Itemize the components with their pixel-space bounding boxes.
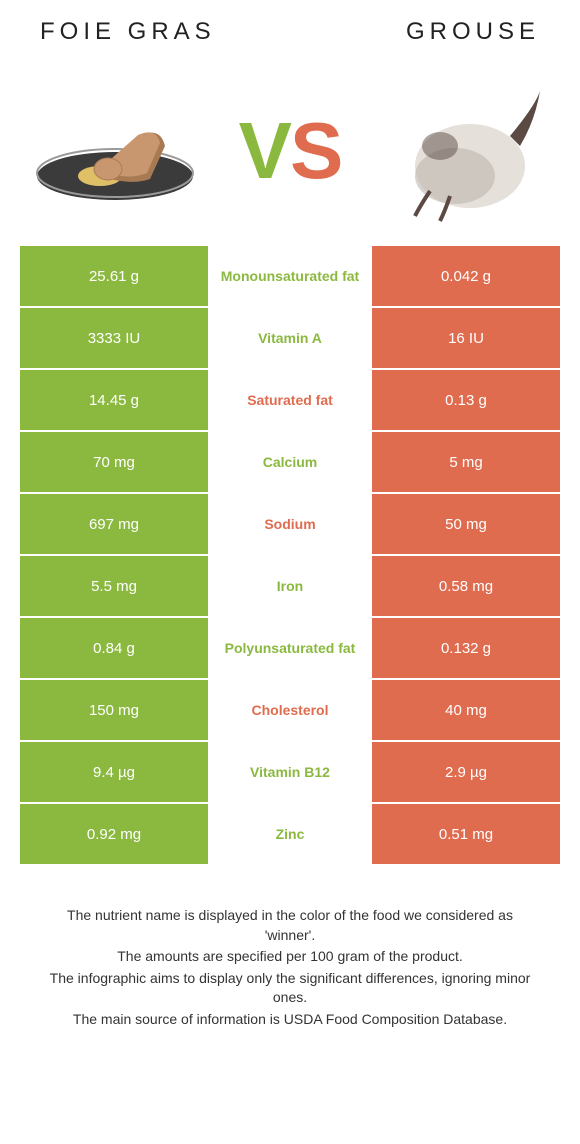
nutrient-row: 0.84 gPolyunsaturated fat0.132 g — [20, 618, 560, 678]
left-value-cell: 697 mg — [20, 494, 208, 554]
right-food-title: Grouse — [406, 18, 540, 46]
footnote-line: The amounts are specified per 100 gram o… — [40, 947, 540, 967]
left-value-cell: 14.45 g — [20, 370, 208, 430]
left-value-cell: 3333 IU — [20, 308, 208, 368]
left-value-cell: 70 mg — [20, 432, 208, 492]
nutrient-row: 14.45 gSaturated fat0.13 g — [20, 370, 560, 430]
right-value-cell: 0.132 g — [372, 618, 560, 678]
nutrient-row: 25.61 gMonounsaturated fat0.042 g — [20, 246, 560, 306]
nutrient-label-cell: Sodium — [210, 494, 370, 554]
left-value-cell: 0.84 g — [20, 618, 208, 678]
nutrient-table: 25.61 gMonounsaturated fat0.042 g3333 IU… — [0, 246, 580, 864]
nutrient-row: 5.5 mgIron0.58 mg — [20, 556, 560, 616]
nutrient-label-cell: Saturated fat — [210, 370, 370, 430]
hero-row: V S — [0, 56, 580, 246]
footnote-line: The main source of information is USDA F… — [40, 1010, 540, 1030]
right-value-cell: 0.58 mg — [372, 556, 560, 616]
nutrient-label-cell: Monounsaturated fat — [210, 246, 370, 306]
nutrient-label-cell: Vitamin A — [210, 308, 370, 368]
footnotes: The nutrient name is displayed in the co… — [0, 866, 580, 1030]
right-value-cell: 2.9 µg — [372, 742, 560, 802]
nutrient-row: 0.92 mgZinc0.51 mg — [20, 804, 560, 864]
nutrient-row: 9.4 µgVitamin B122.9 µg — [20, 742, 560, 802]
nutrient-label-cell: Vitamin B12 — [210, 742, 370, 802]
vs-label: V S — [239, 105, 342, 197]
nutrient-label-cell: Cholesterol — [210, 680, 370, 740]
left-value-cell: 0.92 mg — [20, 804, 208, 864]
vs-s: S — [290, 105, 341, 197]
nutrient-label-cell: Iron — [210, 556, 370, 616]
nutrient-label-cell: Calcium — [210, 432, 370, 492]
left-value-cell: 9.4 µg — [20, 742, 208, 802]
comparison-header: Foie gras Grouse — [0, 0, 580, 56]
nutrient-row: 70 mgCalcium5 mg — [20, 432, 560, 492]
right-value-cell: 0.042 g — [372, 246, 560, 306]
footnote-line: The infographic aims to display only the… — [40, 969, 540, 1008]
left-value-cell: 5.5 mg — [20, 556, 208, 616]
right-value-cell: 50 mg — [372, 494, 560, 554]
footnote-line: The nutrient name is displayed in the co… — [40, 906, 540, 945]
left-value-cell: 150 mg — [20, 680, 208, 740]
left-value-cell: 25.61 g — [20, 246, 208, 306]
nutrient-row: 3333 IUVitamin A16 IU — [20, 308, 560, 368]
foie-gras-image — [30, 81, 200, 221]
right-value-cell: 16 IU — [372, 308, 560, 368]
grouse-image — [380, 81, 550, 221]
right-value-cell: 0.51 mg — [372, 804, 560, 864]
left-food-title: Foie gras — [40, 18, 216, 46]
right-value-cell: 0.13 g — [372, 370, 560, 430]
right-value-cell: 5 mg — [372, 432, 560, 492]
nutrient-row: 150 mgCholesterol40 mg — [20, 680, 560, 740]
nutrient-label-cell: Polyunsaturated fat — [210, 618, 370, 678]
nutrient-row: 697 mgSodium50 mg — [20, 494, 560, 554]
vs-v: V — [239, 105, 290, 197]
right-value-cell: 40 mg — [372, 680, 560, 740]
nutrient-label-cell: Zinc — [210, 804, 370, 864]
